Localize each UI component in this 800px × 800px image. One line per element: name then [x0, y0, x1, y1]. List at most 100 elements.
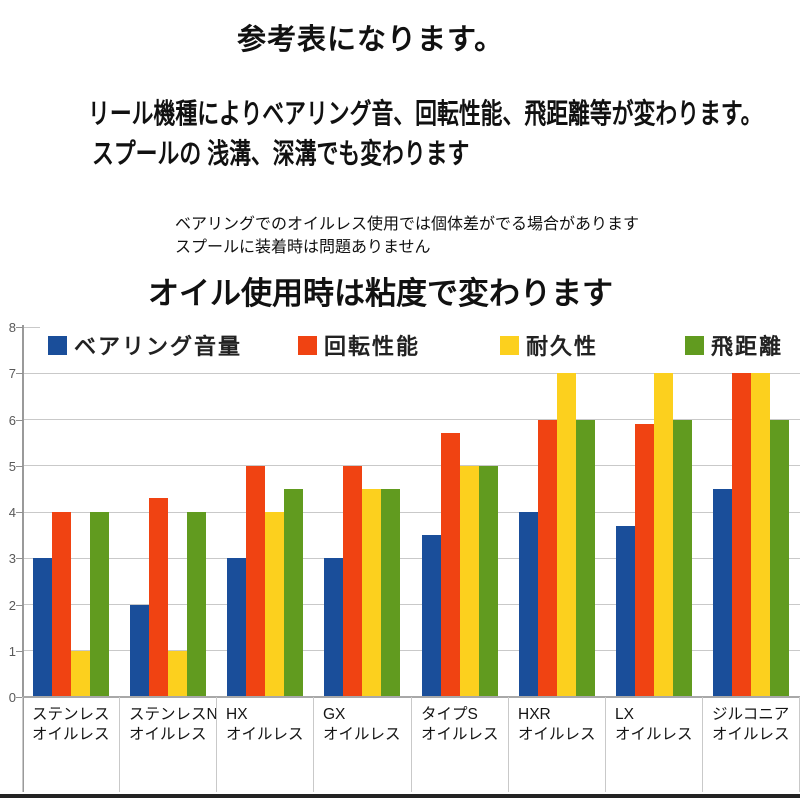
- note-line-1: ベアリングでのオイルレス使用では個体差がでる場合があります: [175, 216, 640, 233]
- y-axis-tick-label: 5: [8, 458, 16, 474]
- category-label: LX オイルレス: [606, 697, 703, 792]
- category-label-line2: オイルレス: [129, 726, 207, 743]
- category-label: GX オイルレス: [314, 697, 411, 792]
- category-separator: [605, 697, 606, 792]
- y-axis-tick: [16, 604, 23, 606]
- bar: [90, 512, 109, 697]
- category-label-line1: GX: [323, 706, 346, 723]
- category-label: ステンレス オイルレス: [23, 697, 120, 792]
- legend-item: 耐久性: [500, 321, 598, 369]
- bar: [479, 466, 498, 697]
- y-axis-tick: [16, 373, 23, 375]
- gridline: [23, 465, 800, 467]
- category-separator: [508, 697, 509, 792]
- subtitle-line-1: リール機種によりベアリング音、回転性能、飛距離等が変わります。: [88, 98, 763, 129]
- bar: [538, 420, 557, 698]
- category-separator: [216, 697, 217, 792]
- y-axis-tick-label: 6: [8, 412, 16, 428]
- gridline: [23, 650, 800, 652]
- y-axis-tick-label: 7: [8, 366, 16, 382]
- bar: [732, 373, 751, 697]
- bar: [557, 373, 576, 697]
- category-separator: [22, 697, 23, 792]
- bar: [654, 373, 673, 697]
- y-axis-tick: [16, 465, 23, 467]
- legend-swatch-icon: [685, 335, 704, 355]
- gridline: [23, 604, 800, 605]
- bar: [187, 512, 206, 697]
- category-label-line1: HX: [226, 706, 248, 723]
- category-label-line2: オイルレス: [712, 726, 790, 743]
- bar: [265, 512, 284, 697]
- bar: [324, 558, 343, 697]
- legend-item: ベアリング音量: [48, 321, 242, 369]
- y-axis-tick-label: 1: [8, 643, 16, 659]
- y-axis-tick-label: 0: [8, 690, 16, 705]
- legend-label: 耐久性: [526, 334, 599, 359]
- y-axis-tick-label: 3: [8, 551, 16, 567]
- y-axis-tick: [16, 512, 23, 513]
- legend-item: 回転性能: [298, 321, 420, 369]
- legend-label: ベアリング音量: [74, 334, 243, 359]
- bar: [33, 558, 52, 697]
- y-axis-tick: [16, 558, 23, 560]
- bar: [381, 489, 400, 697]
- category-label-line2: オイルレス: [323, 726, 401, 743]
- category-separator: [119, 697, 120, 792]
- bar: [52, 512, 71, 697]
- category-separator: [702, 697, 703, 792]
- legend-swatch-icon: [298, 335, 317, 355]
- bar: [519, 512, 538, 697]
- legend-background: [40, 321, 800, 369]
- gridline: [23, 557, 800, 559]
- bar: [635, 424, 654, 697]
- bar: [616, 526, 635, 697]
- category-label: ステンレスN オイルレス: [120, 697, 218, 792]
- bar: [71, 651, 90, 697]
- category-label: HX オイルレス: [217, 697, 314, 792]
- bar: [422, 535, 441, 697]
- category-label-line2: オイルレス: [615, 726, 693, 743]
- category-label-line2: オイルレス: [518, 726, 596, 743]
- note-line-2: スプールに装着時は問題ありません: [175, 239, 431, 256]
- page-title: 参考表になります。: [237, 24, 505, 56]
- category-label-line1: HXR: [518, 706, 551, 723]
- bar: [130, 605, 149, 698]
- bar: [149, 498, 168, 697]
- y-axis-tick: [16, 419, 23, 421]
- bar: [227, 558, 246, 697]
- legend-swatch-icon: [48, 335, 67, 355]
- bottom-border-line: [0, 794, 800, 798]
- y-axis-line: [22, 325, 24, 792]
- category-label-line2: オイルレス: [421, 726, 499, 743]
- bar: [362, 489, 381, 697]
- y-axis-tick-label: 4: [8, 505, 16, 520]
- bar: [460, 466, 479, 697]
- bar: [673, 420, 692, 698]
- bar: [343, 466, 362, 697]
- bar: [576, 420, 595, 698]
- bar: [713, 489, 732, 697]
- category-label-line2: オイルレス: [226, 726, 304, 743]
- bar: [246, 466, 265, 697]
- category-label-line2: オイルレス: [32, 726, 110, 743]
- emphasis-note: オイル使用時は粘度で変わります: [148, 276, 613, 311]
- category-label-line1: ステンレスN: [129, 706, 218, 723]
- category-separator: [411, 697, 412, 792]
- category-label: HXR オイルレス: [509, 697, 606, 792]
- bar: [770, 420, 789, 698]
- subtitle-line-2: スプールの 浅溝、深溝でも変わります: [92, 138, 470, 169]
- y-axis-tick-label: 8: [8, 320, 16, 335]
- category-label-line1: LX: [615, 706, 634, 723]
- gridline: [23, 511, 800, 513]
- category-label-line1: ジルコニア: [712, 706, 790, 723]
- legend-label: 飛距離: [711, 334, 784, 359]
- legend-item: 飛距離: [685, 321, 783, 369]
- bar: [284, 489, 303, 697]
- legend-label: 回転性能: [324, 334, 421, 359]
- bar: [168, 651, 187, 697]
- y-axis-tick: [16, 697, 23, 698]
- category-separator: [313, 697, 314, 792]
- y-axis-tick: [16, 650, 23, 652]
